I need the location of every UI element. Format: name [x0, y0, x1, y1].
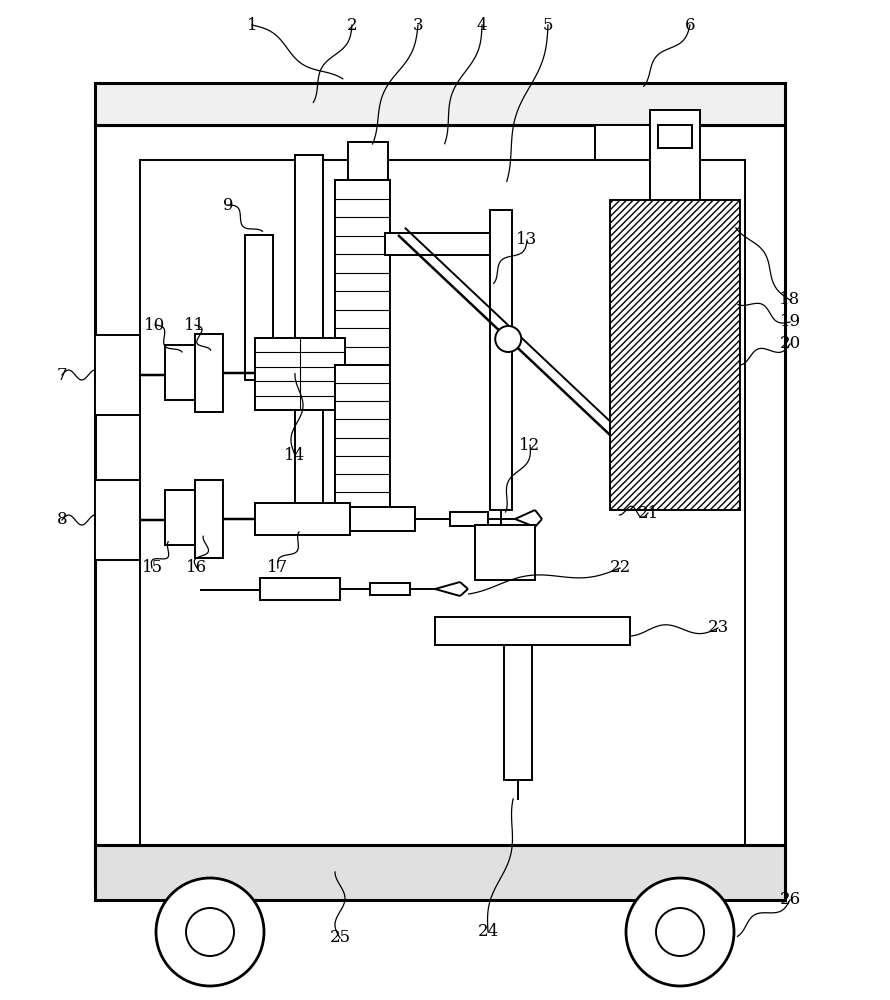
- Text: 4: 4: [477, 16, 488, 33]
- Text: 16: 16: [186, 560, 207, 576]
- Bar: [195, 480, 223, 558]
- Text: 25: 25: [329, 930, 351, 946]
- Text: 6: 6: [684, 16, 695, 33]
- Bar: [350, 507, 415, 531]
- Text: 19: 19: [780, 314, 801, 330]
- Bar: [348, 142, 388, 180]
- Text: 9: 9: [222, 196, 233, 214]
- Bar: [650, 110, 700, 200]
- Text: 11: 11: [184, 316, 206, 334]
- Bar: [370, 583, 410, 595]
- Text: 17: 17: [267, 560, 288, 576]
- Bar: [450, 512, 488, 526]
- Bar: [335, 365, 390, 510]
- Bar: [255, 338, 345, 410]
- Bar: [195, 334, 223, 412]
- Text: 22: 22: [610, 560, 631, 576]
- Bar: [255, 503, 350, 535]
- Text: 8: 8: [57, 512, 68, 528]
- Bar: [295, 155, 323, 510]
- Bar: [610, 200, 740, 510]
- Bar: [490, 210, 512, 510]
- Bar: [658, 125, 692, 148]
- Circle shape: [656, 908, 704, 956]
- Circle shape: [186, 908, 234, 956]
- Text: 20: 20: [780, 336, 801, 353]
- Text: 2: 2: [347, 16, 357, 33]
- Circle shape: [156, 878, 264, 986]
- Bar: [95, 480, 140, 560]
- Bar: [165, 490, 195, 545]
- Text: 24: 24: [477, 924, 498, 940]
- Bar: [95, 335, 140, 415]
- Bar: [140, 160, 745, 855]
- Bar: [385, 233, 495, 255]
- Bar: [475, 525, 535, 580]
- Bar: [245, 235, 273, 380]
- Bar: [95, 83, 785, 125]
- Bar: [335, 180, 390, 365]
- Text: 18: 18: [780, 292, 801, 308]
- Text: 1: 1: [247, 16, 257, 33]
- Text: 26: 26: [780, 892, 801, 908]
- Bar: [260, 578, 340, 600]
- Text: 15: 15: [142, 560, 163, 576]
- Text: 12: 12: [520, 436, 540, 454]
- Text: 13: 13: [516, 232, 538, 248]
- Text: 7: 7: [57, 366, 68, 383]
- Text: 10: 10: [144, 316, 166, 334]
- Text: 3: 3: [413, 16, 424, 33]
- Text: 14: 14: [285, 446, 305, 464]
- Text: 5: 5: [543, 16, 554, 33]
- Circle shape: [495, 326, 522, 352]
- Bar: [504, 645, 532, 780]
- Bar: [95, 125, 785, 885]
- Text: 23: 23: [708, 619, 729, 637]
- Bar: [435, 617, 630, 645]
- Circle shape: [626, 878, 734, 986]
- Bar: [95, 845, 785, 900]
- Bar: [595, 125, 690, 167]
- Text: 21: 21: [637, 504, 659, 522]
- Bar: [165, 345, 195, 400]
